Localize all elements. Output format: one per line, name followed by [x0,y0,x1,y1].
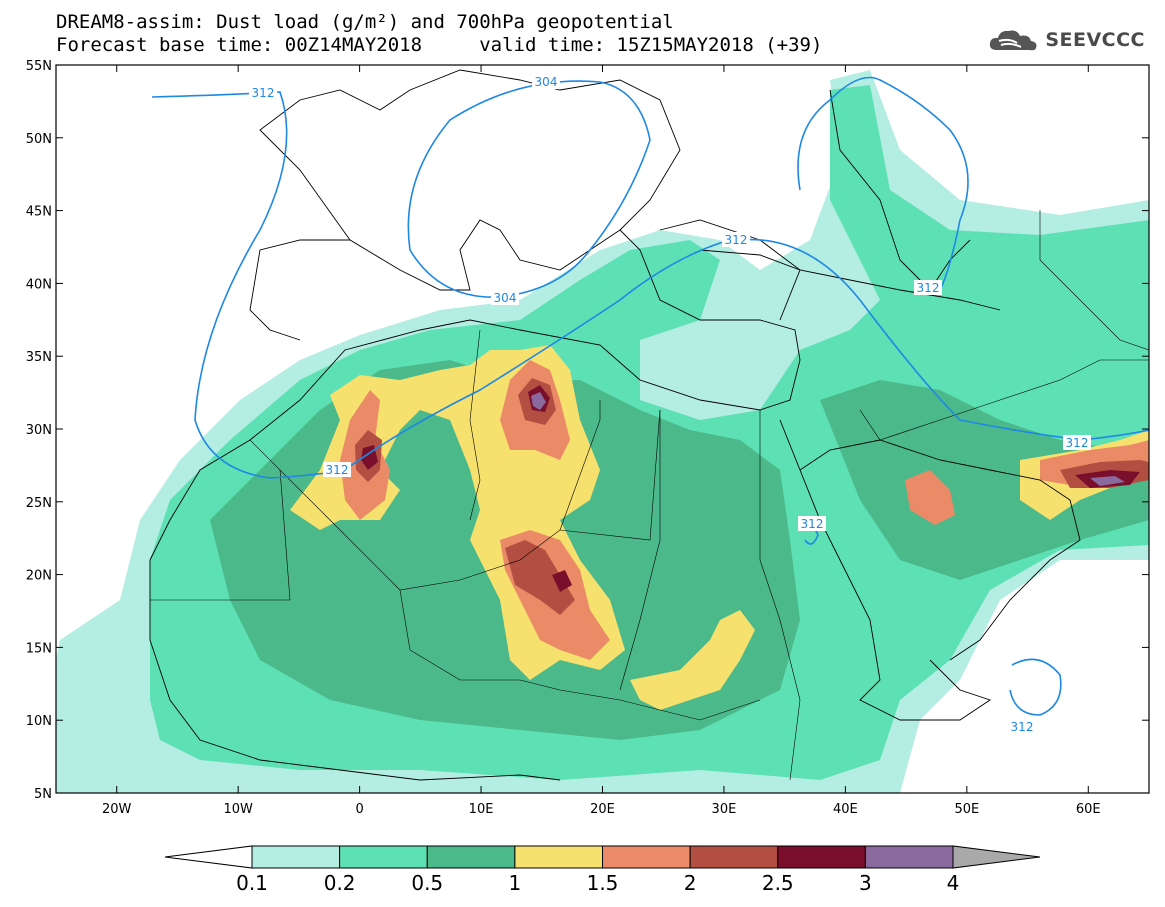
colorbar-label: 4 [947,871,960,895]
contour-label: 312 [326,463,349,477]
contour-312-east [797,76,969,291]
lon-tick-label: 0 [355,802,363,817]
contour-label-group: 312 304 312 304 312 312 312 312 312 [249,74,1091,734]
colorbar-segment [514,845,603,869]
contour-label: 304 [535,75,558,89]
colorbar-label: 0.5 [411,871,443,895]
country-borders [150,210,1149,781]
colorbar-segment [864,845,954,869]
contour-label-bg [1008,719,1036,734]
dust-band-2.5-c [552,570,572,592]
colorbar-segment [777,845,866,869]
brand-logo: SEEVCCC [987,26,1145,54]
lon-tick-label: 20E [590,802,615,817]
lat-tick-label: 10N [26,714,52,729]
lon-tick-label: 10E [469,802,494,817]
lat-tick-label: 55N [26,59,52,74]
contour-label: 312 [917,281,940,295]
colorbar-label: 2 [684,871,697,895]
contour-label: 312 [725,233,748,247]
colorbar: 0.1 0.2 0.5 1 1.5 2 2.5 3 4 [164,845,1041,895]
lat-tick-label: 50N [26,132,52,147]
contour-label: 312 [252,86,275,100]
dust-fields [56,69,1149,793]
contour-312-west [151,91,1149,479]
contour-label: 312 [1066,436,1089,450]
lat-tick-label: 40N [26,277,52,292]
contour-label-bg [249,85,277,100]
lat-tick-label: 45N [26,205,52,220]
lat-tick-label: 5N [34,787,52,802]
colorbar-label: 2.5 [762,871,794,895]
colorbar-min-arrow [164,845,253,869]
colorbar-label: 1.5 [587,871,619,895]
brand-name: SEEVCCC [1045,29,1145,51]
colorbar-label: 3 [859,871,872,895]
contour-label-bg [798,516,826,531]
contour-label-bg [914,280,942,295]
lon-tick-label: 30E [712,802,737,817]
lat-tick-label: 35N [26,350,52,365]
dust-band-3-b [1090,476,1125,486]
dust-band-1.5-d [905,470,955,525]
lat-tick-label: 30N [26,423,52,438]
colorbar-max-arrow [952,845,1041,869]
lat-tick-label: 25N [26,496,52,511]
dust-band-0.5-east [820,380,1149,580]
contour-label-bg [491,290,519,305]
lat-tick-label: 15N [26,641,52,656]
colorbar-segment [689,845,779,869]
lat-tick-label: 20N [26,569,52,584]
dust-band-1-sahel [630,610,755,710]
colorbar-segment [602,845,691,869]
contour-label-bg [1063,435,1091,450]
dust-band-2.5 [361,445,378,470]
contour-label: 312 [801,517,824,531]
contour-label: 312 [1011,720,1034,734]
longitude-axis: 20W 10W 0 10E 20E 30E 40E 50E 60E [102,65,1101,817]
coastlines [149,69,1081,781]
dust-band-3 [531,392,546,410]
latitude-axis: 55N 50N 45N 40N 35N 30N 25N 20N 15N 10N 5N [26,59,1149,802]
lon-tick-label: 20W [102,802,132,817]
contour-label-bg [532,74,560,89]
lon-tick-label: 40E [833,802,858,817]
contour-label: 304 [494,291,517,305]
contour-label-bg [722,232,750,247]
colorbar-label: 1 [509,871,522,895]
contour-label-bg [323,462,351,477]
colorbar-segment [426,845,516,869]
colorbar-label: 0.1 [236,871,268,895]
colorbar-segment [339,845,428,869]
lon-tick-label: 60E [1076,802,1101,817]
dust-band-2-c [505,540,575,615]
colorbar-segment [251,845,341,869]
cloud-logo-icon [990,30,1037,51]
forecast-times: Forecast base time: 00Z14MAY2018 valid t… [56,34,823,56]
lon-tick-label: 10W [223,802,253,817]
colorbar-label: 0.2 [324,871,356,895]
map-title: DREAM8-assim: Dust load (g/m²) and 700hP… [56,11,674,33]
lon-tick-label: 50E [954,802,979,817]
contour-312-ocean [1009,658,1062,716]
